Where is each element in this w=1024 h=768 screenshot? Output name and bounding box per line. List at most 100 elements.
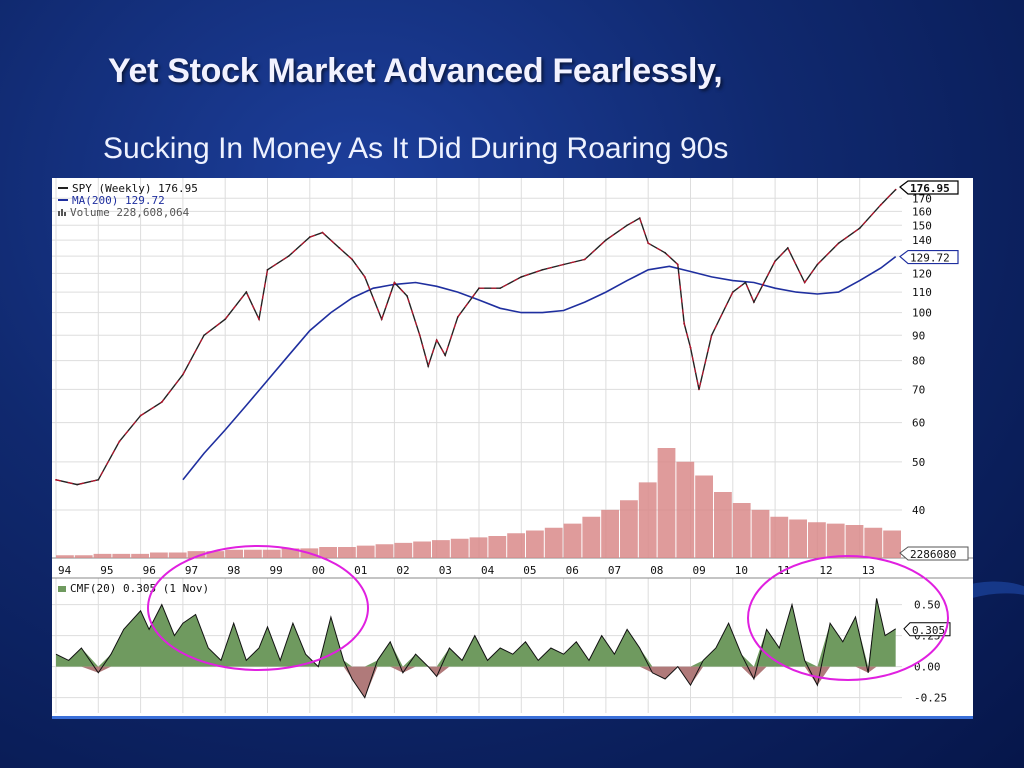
y-tick-label: 120 (912, 267, 932, 280)
price-legend: SPY (Weekly) 176.95 MA(200) 129.72 Volum… (58, 182, 198, 219)
y-tick-label: 40 (912, 504, 925, 517)
y-tick-label: 100 (912, 307, 932, 320)
volume-bar (638, 482, 657, 558)
y-tick-label: 150 (912, 219, 932, 232)
legend-spy: SPY (Weekly) 176.95 (72, 182, 198, 195)
price-y-ticks: 170160150140130120110100908070605040 (912, 192, 932, 517)
x-tick-label: 98 (227, 564, 240, 577)
volume-bar (845, 525, 864, 558)
volume-bar (93, 553, 112, 558)
volume-bar (544, 527, 563, 558)
x-tick-label: 02 (396, 564, 409, 577)
x-tick-label: 10 (735, 564, 748, 577)
legend-volume: Volume 228,608,064 (70, 206, 190, 219)
volume-bar (582, 516, 601, 558)
volume-bar (225, 549, 243, 558)
x-tick-label: 94 (58, 564, 72, 577)
volume-bar (883, 530, 901, 558)
x-axis-ticks: 94 95 96 97 98 99 00 01 02 03 04 05 06 07 08 09 10 11 12 13 (58, 564, 875, 577)
volume-bar (620, 500, 638, 558)
ma-badge-text: 129.72 (910, 252, 950, 265)
x-tick-label: 13 (862, 564, 875, 577)
volume-bar (864, 527, 883, 558)
volume-badge-text: 2286080 (910, 548, 956, 561)
volume-bar (74, 555, 93, 558)
price-badge-text: 176.95 (910, 182, 950, 195)
x-tick-label: 04 (481, 564, 495, 577)
chart-canvas: 170160150140130120110100908070605040 949… (52, 178, 973, 713)
volume-bar (168, 552, 187, 558)
x-tick-label: 05 (523, 564, 536, 577)
cmf-negative-area (56, 666, 896, 698)
volume-badge: 2286080 (899, 546, 969, 561)
volume-bar (826, 523, 845, 558)
volume-bar (676, 461, 695, 558)
volume-bar (695, 475, 713, 558)
cmf-legend: CMF(20) 0.305 (1 Nov) (58, 582, 209, 595)
volume-bar (375, 544, 394, 558)
y-tick-label: 140 (912, 234, 932, 247)
x-tick-label: 12 (819, 564, 832, 577)
slide-subtitle: Sucking In Money As It Did During Roarin… (103, 132, 729, 165)
y-tick-label: 50 (912, 456, 925, 469)
volume-bar (751, 509, 770, 558)
x-tick-label: 06 (566, 564, 579, 577)
volume-bar (131, 553, 149, 558)
x-tick-label: 99 (270, 564, 283, 577)
volume-bar (413, 541, 431, 558)
volume-bar (281, 548, 300, 558)
y-tick-label: 160 (912, 205, 932, 218)
legend-volume-icon (58, 211, 60, 216)
y-tick-label: 90 (912, 329, 925, 342)
x-tick-label: 00 (312, 564, 325, 577)
cmf-legend-icon (58, 586, 66, 592)
y-tick-label: 70 (912, 383, 925, 396)
volume-bar (450, 538, 469, 558)
x-tick-label: 08 (650, 564, 663, 577)
spy-price-highlight (55, 189, 897, 486)
volume-bar (112, 553, 131, 558)
volume-bar (319, 547, 337, 558)
volume-bar (432, 540, 450, 558)
cmf-tick-label: -0.25 (914, 692, 947, 705)
volume-bar (356, 545, 375, 558)
x-tick-label: 03 (439, 564, 452, 577)
ma-200-line (182, 255, 897, 481)
volume-bar (507, 533, 525, 558)
volume-bar (394, 542, 413, 558)
cmf-line (55, 598, 896, 699)
stock-chart: 170160150140130120110100908070605040 949… (52, 178, 973, 719)
price-badge: 176.95 (899, 180, 959, 195)
legend-ma: MA(200) 129.72 (72, 194, 165, 207)
volume-bar (244, 549, 262, 558)
cmf-badge-text: 0.305 (912, 624, 945, 637)
volume-bar (808, 522, 826, 558)
volume-bar (488, 536, 507, 558)
cmf-y-ticks: 0.500.250.00-0.25 (914, 599, 947, 705)
x-tick-label: 95 (100, 564, 113, 577)
volume-bar (187, 551, 206, 558)
volume-bar (563, 523, 582, 558)
volume-bar (526, 530, 544, 558)
y-tick-label: 60 (912, 417, 925, 430)
x-tick-label: 97 (185, 564, 198, 577)
volume-bar (56, 555, 74, 558)
volume-bar (732, 503, 751, 558)
y-tick-label: 170 (912, 192, 932, 205)
volume-bar (206, 551, 225, 558)
spy-price-line (55, 189, 897, 486)
volume-bar (338, 547, 356, 558)
annotation-ellipse-2013 (747, 555, 949, 681)
y-tick-label: 110 (912, 286, 932, 299)
cmf-positive-area (56, 598, 896, 667)
x-tick-label: 01 (354, 564, 367, 577)
volume-bar (262, 549, 281, 558)
slide-title: Yet Stock Market Advanced Fearlessly, (108, 52, 723, 90)
x-tick-label: 07 (608, 564, 621, 577)
volume-bar (469, 537, 488, 558)
cmf-tick-label: 0.00 (914, 661, 941, 674)
annotation-ellipse-90s (147, 545, 369, 671)
volume-bar (657, 448, 676, 558)
y-tick-label: 80 (912, 355, 925, 368)
cmf-tick-label: 0.50 (914, 599, 941, 612)
